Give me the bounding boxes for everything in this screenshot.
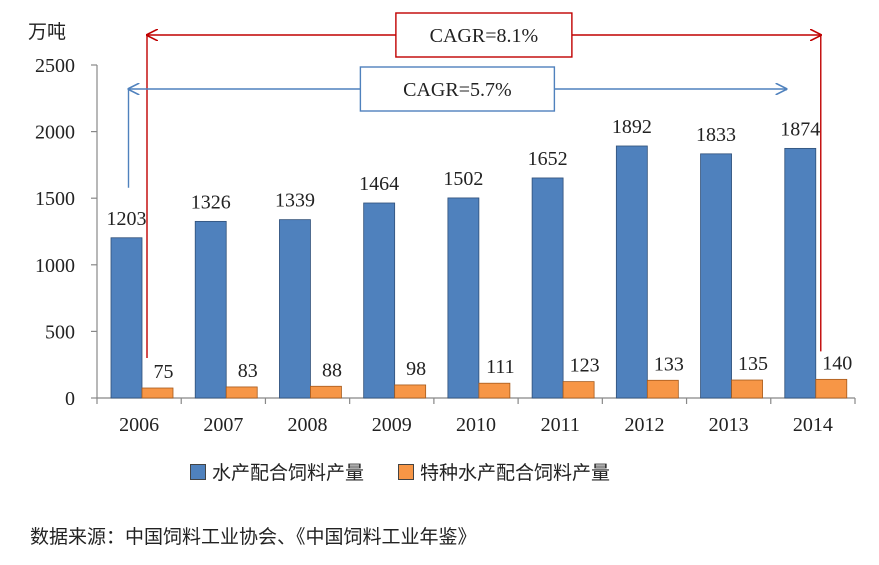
bar-series-1 bbox=[615, 145, 648, 399]
x-tick-label: 2012 bbox=[624, 414, 664, 436]
y-tick-label: 2000 bbox=[35, 122, 75, 144]
bar-series-2 bbox=[646, 379, 679, 399]
bar-series-2 bbox=[562, 381, 595, 399]
data-label-series-1: 1502 bbox=[443, 168, 483, 190]
data-label-series-1: 1874 bbox=[780, 118, 820, 140]
data-label-series-2: 75 bbox=[154, 361, 174, 383]
x-tick-label: 2013 bbox=[709, 414, 749, 436]
y-tick-label: 1500 bbox=[35, 188, 75, 210]
y-unit-label: 万吨 bbox=[28, 21, 66, 43]
data-label-series-2: 83 bbox=[238, 360, 258, 382]
data-label-series-1: 1892 bbox=[612, 116, 652, 138]
bar-series-2 bbox=[310, 385, 342, 399]
legend-label-series-2: 特种水产配合饲料产量 bbox=[420, 462, 611, 484]
legend-swatch-series-1 bbox=[190, 463, 206, 480]
legend: 水产配合饲料产量 特种水产配合饲料产量 bbox=[190, 458, 610, 485]
y-tick-label: 1000 bbox=[35, 255, 75, 277]
data-label-series-2: 88 bbox=[322, 359, 342, 381]
bar-series-2 bbox=[394, 384, 427, 399]
bar-chart-canvas: 万吨 0 500 1000 1500 2000 2500 2006 1203 75 2007 1326… bbox=[28, 12, 856, 436]
y-tick-label: 0 bbox=[65, 388, 75, 410]
legend-swatch-series-2 bbox=[398, 463, 415, 480]
legend-label-series-1: 水产配合饲料产量 bbox=[212, 462, 365, 484]
bar-series-1 bbox=[363, 202, 396, 399]
data-label-series-2: 133 bbox=[654, 353, 684, 375]
data-label-series-2: 98 bbox=[406, 358, 426, 380]
x-tick-label: 2011 bbox=[541, 414, 580, 436]
x-tick-label: 2007 bbox=[203, 414, 243, 436]
cagr-label-box bbox=[359, 66, 556, 112]
x-tick-label: 2014 bbox=[793, 414, 833, 436]
data-label-series-1: 1833 bbox=[696, 124, 736, 146]
bar-series-1 bbox=[784, 147, 817, 399]
source-note: 数据来源：中国饲料工业协会、《中国饲料工业年鉴》 bbox=[30, 526, 477, 548]
data-label-series-1: 1652 bbox=[528, 148, 568, 170]
data-label-series-1: 1464 bbox=[359, 173, 399, 195]
bar-series-1 bbox=[194, 220, 227, 399]
chart: 万吨 0 500 1000 1500 2000 2500 2006 1203 75 2007 1326… bbox=[28, 12, 856, 436]
data-label-series-2: 111 bbox=[486, 356, 515, 378]
data-label-series-2: 135 bbox=[738, 353, 768, 375]
data-label-series-1: 1326 bbox=[191, 191, 231, 213]
cagr-label: CAGR=8.1% bbox=[430, 25, 539, 47]
cagr-label: CAGR=5.7% bbox=[403, 79, 512, 101]
cagr-label-box bbox=[395, 12, 573, 58]
legend-item-series-2: 特种水产配合饲料产量 bbox=[398, 458, 610, 485]
data-label-series-2: 140 bbox=[822, 352, 852, 374]
legend-item-series-1: 水产配合饲料产量 bbox=[190, 458, 364, 485]
bar-series-2 bbox=[141, 387, 174, 399]
y-tick-label: 500 bbox=[45, 321, 75, 343]
data-label-series-1: 1203 bbox=[107, 208, 147, 230]
bar-series-1 bbox=[531, 177, 564, 399]
y-tick-label: 2500 bbox=[35, 55, 75, 77]
x-tick-label: 2009 bbox=[372, 414, 412, 436]
bar-series-2 bbox=[225, 386, 258, 399]
x-tick-label: 2006 bbox=[119, 414, 159, 436]
bar-series-1 bbox=[110, 237, 143, 399]
bar-series-1 bbox=[447, 197, 480, 399]
x-tick-label: 2010 bbox=[456, 414, 496, 436]
x-tick-label: 2008 bbox=[288, 414, 328, 436]
data-label-series-1: 1339 bbox=[275, 190, 315, 212]
bar-series-2 bbox=[815, 378, 848, 399]
bar-series-2 bbox=[478, 382, 511, 399]
bar-series-1 bbox=[279, 219, 311, 399]
bar-series-2 bbox=[731, 379, 763, 399]
data-label-series-2: 123 bbox=[570, 355, 600, 377]
bar-series-1 bbox=[700, 153, 732, 399]
